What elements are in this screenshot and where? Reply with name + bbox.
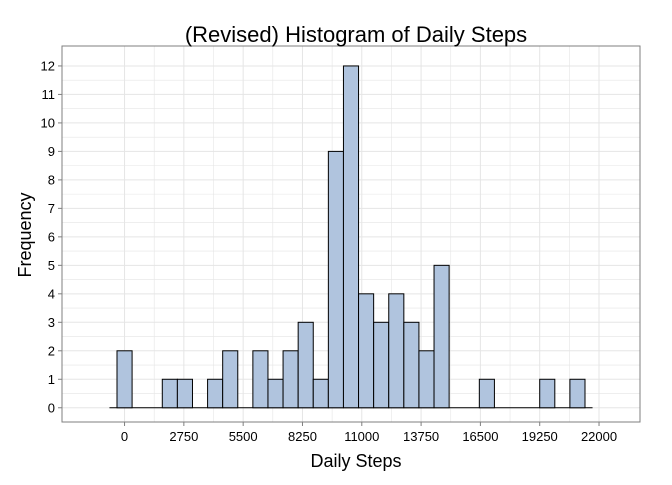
histogram-bar xyxy=(252,350,269,409)
x-tick-label: 16500 xyxy=(462,429,498,444)
x-tick-label: 22000 xyxy=(581,429,617,444)
histogram-bar xyxy=(569,378,586,409)
y-tick-label: 7 xyxy=(48,201,55,216)
y-tick-label: 11 xyxy=(42,87,56,102)
x-tick-label: 5500 xyxy=(229,429,258,444)
histogram-bar xyxy=(207,378,224,409)
histogram-bar xyxy=(297,321,314,409)
y-tick-label: 4 xyxy=(48,286,55,301)
histogram-bar xyxy=(222,350,239,409)
histogram-bar xyxy=(282,350,299,409)
histogram-bar xyxy=(539,378,556,409)
x-tick-label: 0 xyxy=(121,429,128,444)
plot-panel-border xyxy=(61,45,641,423)
histogram-bar xyxy=(267,378,284,409)
y-tick-label: 1 xyxy=(48,372,55,387)
x-tick-label: 8250 xyxy=(288,429,317,444)
histogram-bar xyxy=(373,321,390,409)
x-tick-label: 19250 xyxy=(522,429,558,444)
x-tick-label: 2750 xyxy=(169,429,198,444)
histogram-bar xyxy=(403,321,420,409)
y-tick-label: 2 xyxy=(48,343,55,358)
histogram-bar xyxy=(312,378,329,409)
histogram-bar xyxy=(433,264,450,409)
y-tick-label: 9 xyxy=(48,144,55,159)
y-tick-label: 5 xyxy=(48,258,55,273)
y-axis-title: Frequency xyxy=(15,192,35,277)
histogram-bar xyxy=(358,293,375,409)
x-axis-title: Daily Steps xyxy=(310,451,401,471)
histogram-bar xyxy=(327,150,344,409)
histogram-bar xyxy=(388,293,405,409)
histogram-bar xyxy=(176,378,193,409)
y-tick-label: 0 xyxy=(48,400,55,415)
bars-layer xyxy=(109,65,593,409)
ticks-layer: 0 2750 5500 8250 11000 13750 16500 19250 22000 0 1… xyxy=(41,58,618,444)
histogram-bar xyxy=(478,378,495,409)
y-tick-label: 10 xyxy=(41,115,55,130)
histogram-bar xyxy=(342,65,360,409)
y-tick-label: 12 xyxy=(41,58,55,73)
histogram-bar xyxy=(116,350,133,409)
histogram-bar xyxy=(161,378,178,409)
chart-title: (Revised) Histogram of Daily Steps xyxy=(185,22,527,47)
histogram-bar xyxy=(418,350,435,409)
y-tick-label: 8 xyxy=(48,172,55,187)
y-tick-label: 3 xyxy=(48,315,55,330)
x-tick-label: 13750 xyxy=(403,429,439,444)
x-tick-label: 11000 xyxy=(344,429,379,444)
y-tick-label: 6 xyxy=(48,229,55,244)
